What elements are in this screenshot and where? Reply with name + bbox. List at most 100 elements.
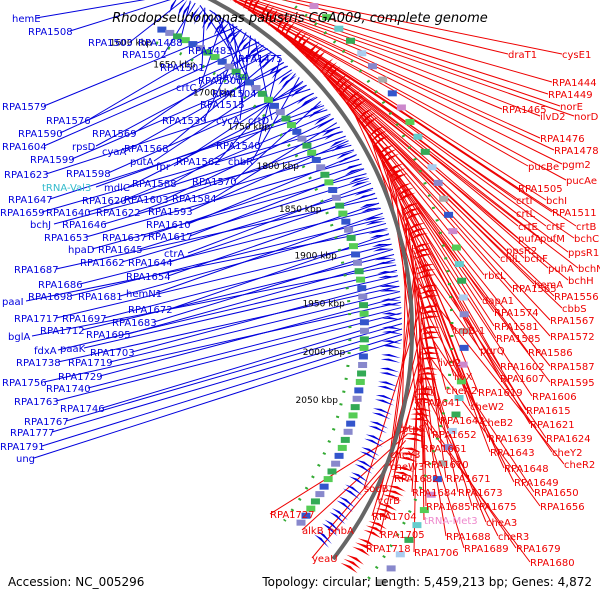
gene-label: RPA1624 — [546, 434, 591, 445]
gene-label: RPA1620 — [82, 196, 127, 207]
gene-label: RPA1501 — [160, 63, 205, 74]
reverse-gene — [417, 366, 439, 370]
gene-label: bchN — [578, 264, 600, 275]
forward-gene — [287, 82, 304, 95]
gene-label: purQ — [480, 346, 505, 357]
reverse-gene — [295, 32, 308, 49]
category-box — [331, 194, 341, 201]
gene-label: RPA1670 — [424, 460, 469, 471]
category-box — [319, 483, 329, 490]
gene-label: ung — [16, 454, 35, 465]
category-box — [433, 179, 443, 186]
gene-label: RPA1581 — [494, 322, 539, 333]
category-box — [438, 460, 448, 467]
gene-label: RPA1511 — [552, 208, 597, 219]
reverse-gene — [368, 521, 387, 530]
gene-label: RPA1579 — [2, 102, 47, 113]
category-box — [444, 211, 454, 218]
forward-gene — [345, 484, 363, 496]
gene-label: RPA1593 — [148, 207, 193, 218]
forward-gene — [349, 476, 367, 487]
gene-label: ppsR1 — [568, 248, 599, 259]
forward-gene — [329, 512, 346, 525]
forward-gene — [379, 289, 400, 292]
forward-gene — [205, 14, 218, 31]
gene-label: pgm2 — [562, 160, 591, 171]
gene-label: RPA1727 — [270, 510, 315, 521]
leader-line — [31, 264, 397, 337]
leader-line — [123, 113, 331, 201]
gene-label: cyaA — [102, 147, 127, 158]
leader-line — [373, 144, 501, 367]
category-box — [386, 565, 396, 572]
gene-label: RPA1604 — [2, 142, 47, 153]
forward-gene — [342, 163, 362, 172]
gene-label: RPA1746 — [60, 404, 105, 415]
tick-label: 1600 kbp — [110, 39, 153, 49]
gene-label: cheR3 — [498, 532, 529, 543]
forward-gene — [364, 438, 383, 447]
category-box — [334, 25, 344, 32]
category-box — [334, 452, 344, 459]
forward-gene — [377, 271, 398, 274]
gene-label: RPA1740 — [46, 384, 91, 395]
reverse-gene — [340, 562, 358, 574]
leader-line — [418, 373, 447, 537]
category-box — [195, 45, 205, 52]
forward-gene — [379, 367, 400, 373]
gene-label: RPA1619 — [478, 388, 523, 399]
category-box — [358, 361, 368, 368]
reverse-gene — [382, 494, 402, 502]
leader-line — [173, 96, 318, 184]
gene-label: RPA1639 — [488, 434, 533, 445]
leader-line — [33, 339, 403, 459]
gene-label: cycA — [216, 116, 240, 127]
gene-label: paaI — [2, 297, 24, 308]
reverse-gene — [306, 43, 319, 59]
forward-gene — [381, 312, 402, 316]
leader-line — [87, 131, 343, 213]
gene-label: RPA1465 — [502, 105, 547, 116]
category-box — [458, 294, 468, 301]
gene-label: RPA1585 — [496, 334, 541, 345]
gene-label: norD — [574, 112, 599, 123]
gene-label: RPA1637 — [102, 233, 147, 244]
category-box — [419, 507, 429, 514]
reverse-gene — [323, 62, 338, 78]
reverse-gene — [276, 15, 287, 33]
category-box — [405, 118, 415, 125]
forward-gene — [229, 29, 242, 46]
forward-gene — [350, 472, 369, 483]
forward-gene — [299, 96, 317, 108]
category-box — [337, 444, 347, 451]
reverse-gene — [390, 476, 411, 482]
leader-line — [125, 62, 285, 152]
gene-label: RPA1659 — [0, 208, 45, 219]
forward-gene — [329, 138, 348, 148]
forward-gene — [177, 0, 188, 17]
reverse-gene — [404, 437, 425, 442]
category-box — [396, 104, 406, 111]
leader-line — [418, 283, 565, 465]
reverse-gene — [345, 90, 361, 105]
gene-label: RPA1483 — [188, 46, 233, 57]
gene-label: RPA1444 — [552, 78, 597, 89]
gene-label: draT1 — [508, 50, 537, 61]
leader-line — [401, 206, 441, 421]
leader-line — [294, 0, 563, 55]
reverse-gene — [402, 207, 421, 216]
summary-label: Topology: circular; Length: 5,459,213 bp… — [261, 575, 592, 589]
gene-label: RPA1562 — [176, 157, 221, 168]
reverse-gene — [375, 507, 395, 516]
gene-label: RPA1610 — [146, 220, 191, 231]
forward-gene — [356, 459, 375, 470]
category-box — [297, 135, 307, 142]
leader-line — [25, 228, 388, 302]
reverse-gene — [418, 356, 439, 360]
forward-gene — [380, 358, 401, 363]
leader-line — [121, 187, 374, 263]
category-box — [357, 285, 367, 292]
category-box — [357, 50, 367, 57]
category-box — [335, 202, 345, 209]
forward-gene — [368, 230, 389, 234]
